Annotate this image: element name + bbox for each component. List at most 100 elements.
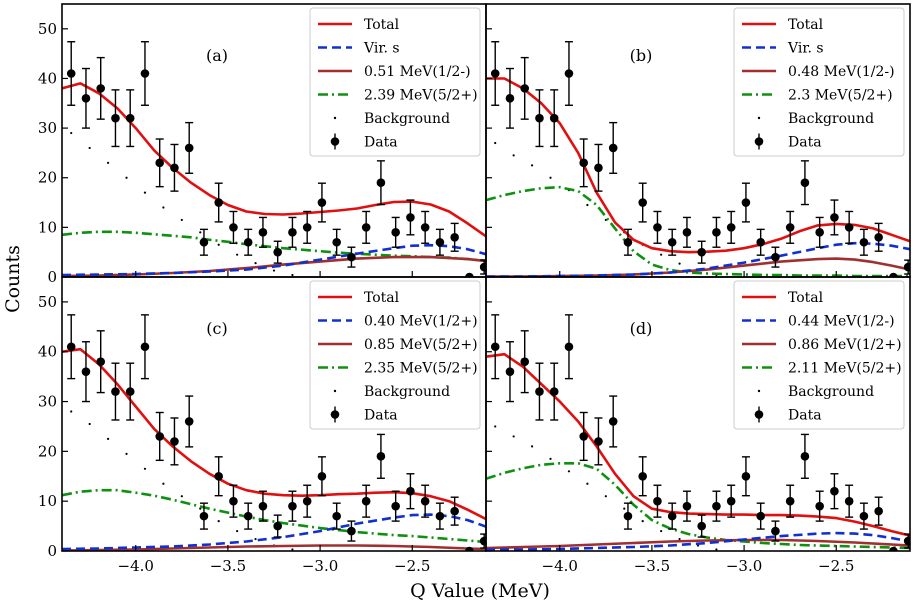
- data-point: [332, 237, 341, 247]
- data-point: [317, 471, 327, 481]
- data-point: [549, 387, 559, 396]
- data-point: [288, 501, 297, 511]
- legend-background-label: Background: [788, 111, 874, 127]
- data-point: [889, 272, 898, 277]
- data-point: [81, 94, 91, 103]
- panel-label: (a): [206, 46, 228, 65]
- data-point: [520, 357, 530, 366]
- data-point: [549, 113, 559, 123]
- background-point: [254, 537, 257, 541]
- legend-box: [733, 7, 905, 157]
- data-point: [859, 511, 869, 521]
- data-point: [800, 452, 810, 461]
- data-point: [697, 247, 706, 257]
- background-point: [512, 154, 515, 157]
- background-point: [272, 269, 276, 272]
- data-point: [741, 471, 751, 481]
- background-point: [162, 482, 165, 485]
- y-tick-label: 0: [47, 268, 57, 286]
- data-point: [170, 163, 179, 173]
- data-point: [391, 228, 400, 237]
- background-point: [291, 273, 294, 277]
- data-point: [800, 178, 810, 187]
- s1-curve: [62, 513, 486, 551]
- background-point: [512, 435, 515, 438]
- data-point: [317, 198, 327, 207]
- data-point: [214, 471, 223, 481]
- background-point: [660, 529, 663, 533]
- total-curve: [62, 82, 486, 238]
- legend-s1-label: 0.44 MeV(1/2-): [788, 314, 895, 330]
- legend-data-swatch: [754, 137, 764, 146]
- data-point: [347, 526, 356, 536]
- background-point: [88, 146, 91, 150]
- legend-s2-label: 0.51 MeV(1/2-): [364, 64, 471, 80]
- data-point: [332, 511, 341, 521]
- panel-0: 0 10 20 30 40 50 (a) Total Vir. s 0.51 MeV(1/2-) 2…: [38, 3, 487, 286]
- legend-total-label: Total: [788, 17, 824, 33]
- legend-s2-label: 0.48 MeV(1/2-): [788, 64, 895, 80]
- panel-label: (b): [630, 46, 653, 65]
- data-point: [96, 357, 106, 366]
- data-point: [302, 496, 312, 506]
- data-point: [564, 69, 574, 78]
- legend-background-swatch: [333, 116, 337, 120]
- data-point: [376, 178, 386, 187]
- data-point: [535, 113, 544, 123]
- background-point: [70, 131, 73, 135]
- background-point: [70, 410, 73, 413]
- y-tick-label: 30: [38, 393, 57, 411]
- background-point: [715, 548, 718, 551]
- total-curve: [62, 347, 486, 521]
- background-point: [143, 467, 147, 470]
- data-point: [756, 237, 765, 247]
- y-tick-label: 10: [38, 218, 57, 236]
- data-point: [594, 163, 603, 173]
- data-point: [406, 486, 415, 496]
- legend-background-label: Background: [364, 111, 450, 127]
- panel-1: (b) Total Vir. s 0.48 MeV(1/2-) 2.3 MeV(5/2+…: [485, 3, 911, 278]
- panel-label: (d): [630, 319, 653, 338]
- data-point: [859, 237, 869, 247]
- legend-data-label: Data: [788, 408, 822, 424]
- data-point: [243, 511, 253, 521]
- background-point: [530, 445, 534, 448]
- y-tick-label: 40: [38, 69, 57, 87]
- data-point: [653, 496, 662, 506]
- data-point: [579, 158, 589, 168]
- data-point: [490, 342, 500, 352]
- data-point: [505, 94, 515, 103]
- x-tick-label: −3.0: [726, 557, 762, 575]
- data-point: [564, 342, 574, 352]
- data-point: [903, 262, 910, 272]
- background-point: [549, 176, 552, 179]
- data-point: [505, 367, 515, 376]
- data-point: [479, 536, 486, 546]
- data-point: [420, 223, 430, 232]
- background-point: [530, 164, 534, 167]
- data-point: [199, 237, 209, 247]
- data-point: [830, 486, 839, 496]
- legend-total-label: Total: [364, 290, 400, 306]
- panel-2: −4.0 −3.5 −3.0 −2.5 0 10 20 30 40 50 (c) Total 0.40 …: [38, 276, 487, 575]
- data-point: [465, 272, 474, 277]
- data-point: [81, 367, 91, 376]
- x-tick-label: −3.5: [634, 557, 670, 575]
- data-point: [273, 521, 282, 531]
- background-point: [549, 457, 552, 460]
- panel-label: (c): [206, 319, 227, 338]
- background-point: [254, 262, 257, 265]
- data-point: [756, 511, 765, 521]
- background-point: [125, 176, 128, 179]
- data-point: [170, 437, 179, 446]
- data-point: [815, 228, 824, 237]
- x-tick-label: −3.5: [210, 557, 246, 575]
- background-point: [696, 544, 700, 547]
- data-point: [726, 223, 736, 232]
- y-tick-label: 50: [38, 20, 57, 38]
- legend-data-swatch: [330, 137, 340, 146]
- data-point: [361, 496, 371, 506]
- data-point: [653, 223, 662, 232]
- data-point: [125, 387, 135, 396]
- legend-background-label: Background: [788, 384, 874, 400]
